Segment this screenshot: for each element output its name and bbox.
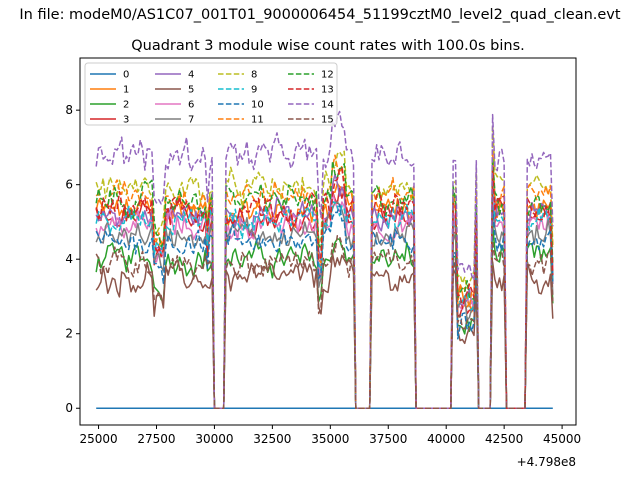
series-line-14 [95,110,554,409]
series-line-15 [95,235,554,409]
legend-label-13: 13 [321,85,334,96]
x-tick-label: 35000 [311,432,349,446]
legend-box [84,62,338,126]
y-tick-label: 4 [65,252,73,266]
legend-label-14: 14 [321,100,334,111]
legend-label-7: 7 [188,115,194,126]
legend-label-2: 2 [123,100,129,111]
x-tick-label: 32500 [253,432,291,446]
legend-label-9: 9 [251,85,257,96]
legend-label-0: 0 [123,70,129,81]
x-tick-label: 25000 [79,432,117,446]
series-lines [95,110,554,409]
y-tick-label: 2 [65,327,73,341]
series-line-8 [95,124,554,409]
x-tick-label: 42500 [485,432,523,446]
x-tick-label: 37500 [369,432,407,446]
legend-label-6: 6 [188,100,194,111]
legend-label-10: 10 [251,100,264,111]
x-axis: 25000 27500 30000 32500 35000 37500 40000 42500… [79,425,581,446]
legend-label-12: 12 [321,70,334,81]
legend-label-1: 1 [123,85,129,96]
x-offset-label: +4.798e8 [517,455,576,469]
y-tick-label: 6 [65,178,73,192]
y-tick-label: 8 [65,103,73,117]
chart-suptitle: In file: modeM0/AS1C07_001T01_9000006454… [19,7,620,23]
legend-label-15: 15 [321,115,334,126]
x-tick-label: 40000 [427,432,465,446]
x-tick-label: 30000 [195,432,233,446]
y-tick-label: 0 [65,401,73,415]
legend-label-11: 11 [251,115,264,126]
chart-title: Quadrant 3 module wise count rates with … [131,38,525,54]
plot-area-frame [79,57,577,426]
x-tick-label: 27500 [137,432,175,446]
legend-label-5: 5 [188,85,194,96]
legend-label-3: 3 [123,115,129,126]
series-line-13 [95,166,554,409]
legend-label-8: 8 [251,70,257,81]
legend-label-4: 4 [188,70,194,81]
y-axis: 0 2 4 6 8 [65,103,80,415]
x-tick-label: 45000 [543,432,581,446]
